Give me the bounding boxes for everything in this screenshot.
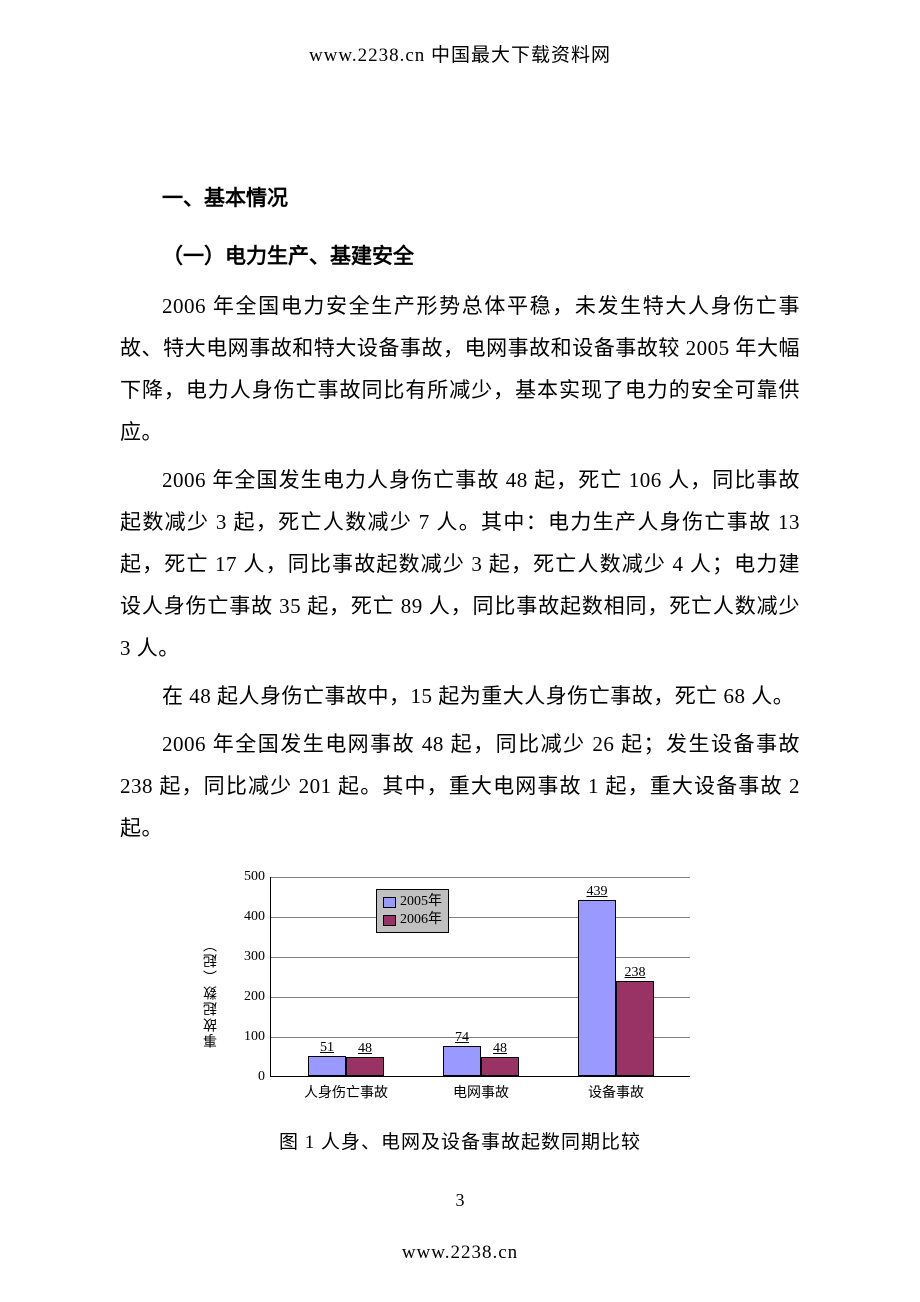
bar-value-label: 51: [320, 1040, 334, 1056]
chart-container: 事故起数（起） 2005年 2006年 0100200300400500 514…: [210, 867, 710, 1154]
bar-group-1: 7448: [421, 1046, 541, 1076]
x-tick-2: 设备事故: [556, 1076, 676, 1102]
x-tick-1: 电网事故: [421, 1076, 541, 1102]
bar-group-0: 5148: [286, 1056, 406, 1076]
y-tick: 200: [244, 989, 271, 1005]
chart-caption: 图 1 人身、电网及设备事故起数同期比较: [210, 1127, 710, 1154]
bar-value-label: 238: [625, 965, 646, 981]
bar: 48: [481, 1057, 519, 1076]
bar: 51: [308, 1056, 346, 1076]
y-tick: 400: [244, 909, 271, 925]
bar: 74: [443, 1046, 481, 1076]
y-tick: 300: [244, 949, 271, 965]
paragraph-2: 2006 年全国发生电力人身伤亡事故 48 起，死亡 106 人，同比事故起数减…: [120, 459, 800, 669]
legend-item-2006: 2006年: [383, 911, 442, 929]
legend-swatch-2005: [383, 897, 396, 908]
chart-legend: 2005年 2006年: [376, 889, 449, 933]
bar: 238: [616, 981, 654, 1076]
plot-area: 2005年 2006年 0100200300400500 5148 7448 4…: [270, 877, 690, 1077]
bar-value-label: 48: [493, 1041, 507, 1057]
legend-label-2005: 2005年: [400, 893, 442, 911]
y-axis-label: 事故起数（起）: [202, 936, 222, 1048]
bar-value-label: 48: [358, 1041, 372, 1057]
grid-line: [271, 877, 690, 878]
bar-chart: 事故起数（起） 2005年 2006年 0100200300400500 514…: [210, 867, 710, 1117]
paragraph-1: 2006 年全国电力安全生产形势总体平稳，未发生特大人身伤亡事故、特大电网事故和…: [120, 285, 800, 453]
legend-label-2006: 2006年: [400, 911, 442, 929]
header-source-link: www.2238.cn 中国最大下载资料网: [120, 40, 800, 67]
bar-value-label: 74: [455, 1030, 469, 1046]
footer-source-link: www.2238.cn: [0, 1242, 920, 1264]
y-tick: 100: [244, 1029, 271, 1045]
paragraph-3: 在 48 起人身伤亡事故中，15 起为重大人身伤亡事故，死亡 68 人。: [120, 675, 800, 717]
section-title: 一、基本情况: [120, 177, 800, 219]
bar-group-2: 439238: [556, 900, 676, 1076]
page-number: 3: [120, 1190, 800, 1211]
section-subtitle: （一）电力生产、基建安全: [120, 235, 800, 277]
legend-item-2005: 2005年: [383, 893, 442, 911]
x-tick-0: 人身伤亡事故: [286, 1076, 406, 1102]
paragraph-4: 2006 年全国发生电网事故 48 起，同比减少 26 起；发生设备事故 238…: [120, 723, 800, 849]
y-tick: 500: [244, 869, 271, 885]
bar: 48: [346, 1057, 384, 1076]
y-tick: 0: [258, 1069, 271, 1085]
legend-swatch-2006: [383, 915, 396, 926]
bar-value-label: 439: [587, 884, 608, 900]
bar: 439: [578, 900, 616, 1076]
